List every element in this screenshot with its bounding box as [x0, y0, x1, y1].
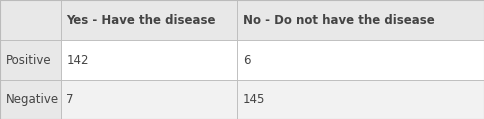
Text: Negative: Negative	[6, 93, 59, 106]
Text: Yes - Have the disease: Yes - Have the disease	[66, 14, 216, 27]
Text: 6: 6	[243, 54, 250, 67]
Text: Positive: Positive	[6, 54, 51, 67]
FancyBboxPatch shape	[0, 80, 60, 119]
Text: No - Do not have the disease: No - Do not have the disease	[243, 14, 435, 27]
FancyBboxPatch shape	[237, 0, 484, 40]
Text: 7: 7	[66, 93, 74, 106]
FancyBboxPatch shape	[60, 0, 237, 40]
FancyBboxPatch shape	[0, 0, 60, 40]
Text: 142: 142	[66, 54, 89, 67]
Text: 145: 145	[243, 93, 265, 106]
FancyBboxPatch shape	[237, 80, 484, 119]
FancyBboxPatch shape	[0, 40, 60, 80]
FancyBboxPatch shape	[60, 80, 237, 119]
FancyBboxPatch shape	[60, 40, 237, 80]
FancyBboxPatch shape	[237, 40, 484, 80]
